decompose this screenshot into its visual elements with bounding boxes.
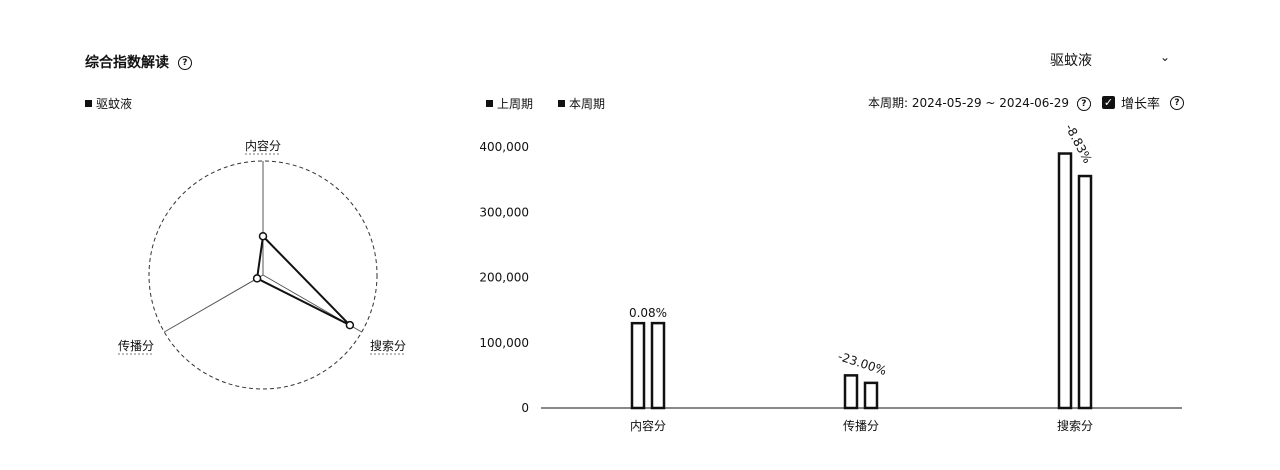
help-icon[interactable]: ? xyxy=(1076,96,1091,111)
radar-point[interactable] xyxy=(252,274,262,283)
y-tick-label: 200,000 xyxy=(479,271,529,285)
radar-axis-line xyxy=(164,274,264,333)
panel-title: 综合指数解读 ? xyxy=(85,52,192,72)
radar-series-polygon xyxy=(255,234,351,327)
bar-curr-period[interactable] xyxy=(650,321,666,410)
x-category-label: 内容分 xyxy=(630,418,666,433)
chevron-down-icon: ⌄ xyxy=(1159,50,1170,64)
period-range: 2024-05-29 ~ 2024-06-29 xyxy=(911,96,1070,110)
bar-prev-period[interactable] xyxy=(630,321,646,410)
product-selector[interactable]: 驱蚊液 ⌄ xyxy=(1050,50,1180,74)
help-icon[interactable]: ? xyxy=(177,56,192,70)
radar-point[interactable] xyxy=(258,231,268,241)
growth-rate-toggle[interactable]: ✓ 增长率 ? xyxy=(1102,93,1185,112)
growth-rate-label: 增长率 xyxy=(1121,97,1161,112)
legend-prev-label: 上周期 xyxy=(497,97,534,111)
y-tick-label: 100,000 xyxy=(479,336,529,350)
help-icon[interactable]: ? xyxy=(1170,95,1185,110)
product-selector-value: 驱蚊液 xyxy=(1050,53,1092,69)
radar-legend-label: 驱蚊液 xyxy=(96,97,133,111)
legend-prev-period[interactable]: 上周期 xyxy=(486,95,533,112)
radar-axis-label: 搜索分 xyxy=(370,338,406,353)
radar-axis-label: 传播分 xyxy=(118,338,154,353)
legend-curr-label: 本周期 xyxy=(569,97,606,111)
y-tick-label: 300,000 xyxy=(479,205,529,219)
y-tick-label: 400,000 xyxy=(479,140,529,154)
growth-rate-label: 0.08% xyxy=(629,306,667,320)
x-category-label: 搜索分 xyxy=(1057,418,1093,433)
legend-square-icon xyxy=(486,100,493,107)
panel-title-text: 综合指数解读 xyxy=(85,55,169,71)
bar-curr-period[interactable] xyxy=(1077,174,1093,410)
period-info: 本周期: 2024-05-29 ~ 2024-06-29 ? xyxy=(868,94,1091,111)
radar-axis-label: 内容分 xyxy=(245,138,281,153)
bar-prev-period[interactable] xyxy=(1057,152,1073,410)
legend-curr-period[interactable]: 本周期 xyxy=(558,95,605,112)
bar-prev-period[interactable] xyxy=(843,374,859,410)
radar-point[interactable] xyxy=(345,320,355,330)
y-tick-label: 0 xyxy=(521,401,529,415)
checkbox-checked-icon[interactable]: ✓ xyxy=(1102,96,1115,109)
bar-curr-period[interactable] xyxy=(863,381,879,410)
period-label: 本周期: xyxy=(868,96,909,110)
radar-legend[interactable]: 驱蚊液 xyxy=(85,95,132,112)
x-category-label: 传播分 xyxy=(843,418,879,433)
radar-outer-ring xyxy=(148,160,378,390)
growth-rate-label: -23.00% xyxy=(836,349,888,378)
legend-square-icon xyxy=(85,100,92,107)
legend-square-icon xyxy=(558,100,565,107)
